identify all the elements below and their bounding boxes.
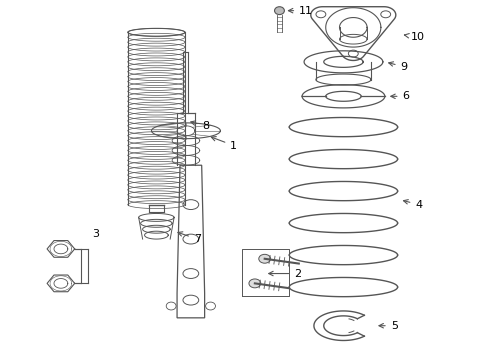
Text: 10: 10 (404, 32, 424, 42)
Text: 3: 3 (93, 229, 99, 239)
Text: 9: 9 (389, 62, 408, 72)
Text: 8: 8 (191, 121, 210, 131)
Text: 4: 4 (403, 199, 422, 210)
Ellipse shape (259, 254, 270, 263)
Text: 2: 2 (269, 269, 301, 279)
Text: 1: 1 (211, 136, 237, 150)
Text: 5: 5 (379, 321, 398, 331)
Ellipse shape (274, 7, 284, 15)
Ellipse shape (249, 279, 261, 288)
Text: 11: 11 (289, 6, 313, 15)
Text: 7: 7 (178, 232, 201, 244)
Text: 6: 6 (391, 91, 410, 101)
